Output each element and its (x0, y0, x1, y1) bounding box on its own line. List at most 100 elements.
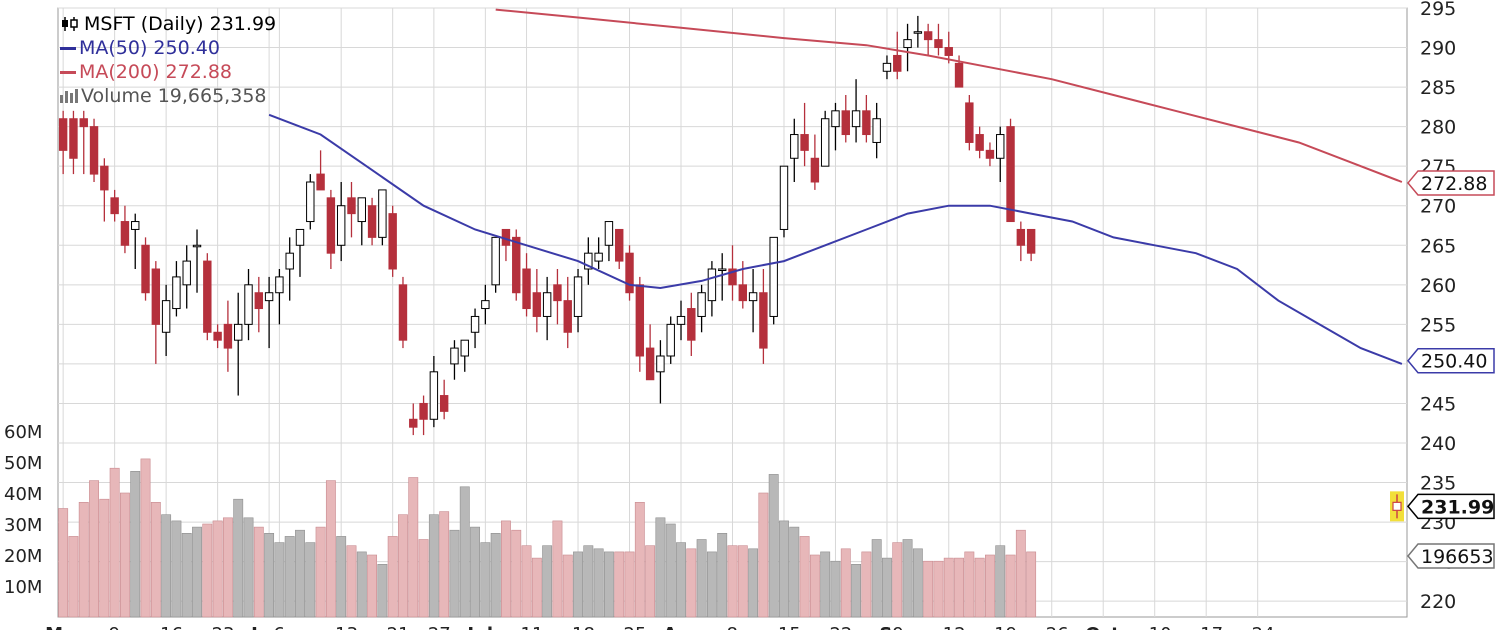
candle (748, 269, 758, 333)
volume-bar (161, 514, 172, 618)
candle-body (470, 315, 480, 333)
price-tick-label: 260 (1420, 275, 1456, 297)
candle-body (254, 292, 264, 310)
candle-body (131, 221, 140, 230)
candle-body (79, 118, 88, 128)
candle (841, 95, 850, 143)
candle-body (913, 31, 923, 34)
volume-bar (202, 523, 213, 618)
candle (1016, 221, 1026, 262)
date-tick-label: 10 (1149, 624, 1172, 630)
volume-tick-label: 20M (4, 546, 42, 567)
volume-bar (398, 514, 408, 618)
candle (151, 261, 161, 364)
candle-body (615, 228, 624, 262)
candle-body (58, 118, 68, 151)
candle-body (532, 292, 542, 317)
candle (872, 102, 881, 159)
ma200-tag-text: 272.88 (1421, 173, 1487, 195)
legend-ma200: MA(200) 272.88 (79, 61, 233, 83)
candle-body (1016, 228, 1026, 246)
candle-body (481, 300, 490, 310)
candle (213, 324, 222, 349)
volume-bar (799, 536, 810, 618)
candle (367, 197, 377, 246)
volume-bar (542, 545, 553, 618)
volume-axis: 10M 20M 30M 40M 50M 60M (4, 422, 42, 598)
date-tick-label: Aug (663, 624, 703, 630)
candle-body (553, 284, 562, 302)
volume-bar (861, 551, 872, 618)
candle-body (439, 395, 449, 412)
candle-body (522, 268, 531, 310)
volume-bar (171, 520, 182, 618)
candle-body (738, 284, 748, 302)
candle-body (89, 126, 99, 175)
candle (120, 205, 130, 254)
date-tick-label: 9 (109, 624, 120, 630)
volume-bar (58, 508, 69, 618)
volume-bar (974, 557, 985, 618)
last-price-tag-text: 231.99 (1421, 496, 1494, 518)
date-tick-label: 6 (273, 624, 284, 630)
candle (1026, 228, 1036, 262)
candle (58, 110, 68, 175)
volume-bar (758, 492, 769, 618)
date-tick-label: Oct (1085, 624, 1120, 630)
volume-bar (840, 548, 851, 618)
volume-bar (892, 542, 903, 618)
candle (923, 23, 933, 56)
volume-bar (727, 545, 738, 618)
candle-body (223, 323, 233, 349)
candle (419, 395, 428, 436)
candle-body (429, 371, 439, 420)
candle (264, 276, 274, 349)
volume-bar (439, 511, 450, 618)
x-axis: May 9 16 23 Jun6 13 21 27 Jul 11 18 25 Aug 8 15 22 29Sep… (45, 624, 1274, 630)
candle (439, 379, 449, 420)
candle-body (676, 315, 686, 325)
candle (965, 95, 974, 151)
volume-bar (89, 480, 99, 618)
candle (944, 31, 953, 64)
candle-body (316, 173, 325, 191)
price-tick-label: 240 (1420, 433, 1456, 455)
candle (934, 23, 943, 56)
date-tick-label: 16 (160, 624, 183, 630)
date-tick-label: Sep (879, 624, 917, 630)
volume-bar (521, 545, 532, 618)
price-tick-label: 245 (1420, 393, 1456, 415)
volume-bar (748, 548, 759, 618)
volume-bar (964, 551, 975, 618)
current-price-body (1392, 501, 1402, 511)
volume-bar (428, 514, 439, 618)
candle (131, 213, 140, 269)
ma50-swatch (60, 46, 76, 50)
candle (522, 253, 531, 317)
candle (388, 205, 397, 277)
volume-bar (253, 526, 264, 618)
candle (800, 102, 809, 167)
volume-bar (367, 554, 378, 618)
candle (645, 324, 655, 381)
candle-body (800, 134, 809, 151)
candle (532, 269, 542, 333)
candle (491, 236, 500, 293)
candle (275, 269, 284, 325)
volume-bar (634, 501, 645, 618)
legend-title-row: MSFT (Daily) 231.99 (60, 12, 276, 36)
candle-body (728, 268, 737, 286)
candle (460, 339, 469, 372)
volume-bar (274, 542, 285, 618)
volume-tick-label: 60M (4, 422, 42, 443)
candle-body (347, 197, 356, 215)
candle-body (244, 284, 253, 325)
candle (100, 158, 109, 222)
candle-body (100, 165, 109, 191)
candle (893, 31, 902, 80)
candle (254, 276, 264, 333)
volume-bar (614, 551, 625, 618)
candle (470, 308, 480, 349)
date-tick-label: 21 (387, 624, 410, 630)
ma50-tag-text: 250.40 (1421, 351, 1487, 373)
